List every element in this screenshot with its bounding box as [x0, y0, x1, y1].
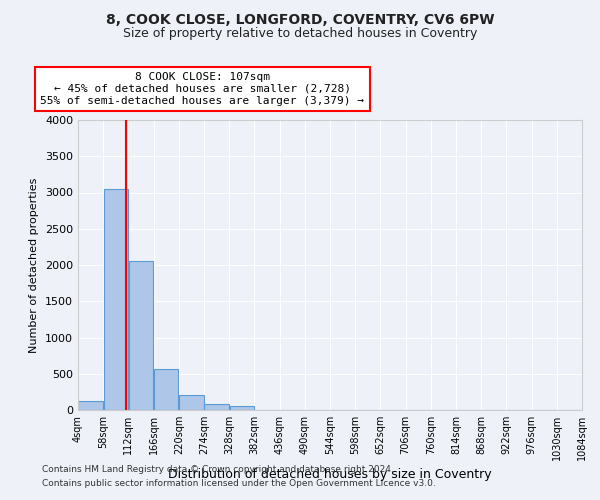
Text: 8 COOK CLOSE: 107sqm
← 45% of detached houses are smaller (2,728)
55% of semi-de: 8 COOK CLOSE: 107sqm ← 45% of detached h… [40, 72, 364, 106]
Text: Contains public sector information licensed under the Open Government Licence v3: Contains public sector information licen… [42, 479, 436, 488]
Text: 8, COOK CLOSE, LONGFORD, COVENTRY, CV6 6PW: 8, COOK CLOSE, LONGFORD, COVENTRY, CV6 6… [106, 12, 494, 26]
Text: Contains HM Land Registry data © Crown copyright and database right 2024.: Contains HM Land Registry data © Crown c… [42, 466, 394, 474]
Y-axis label: Number of detached properties: Number of detached properties [29, 178, 40, 352]
X-axis label: Distribution of detached houses by size in Coventry: Distribution of detached houses by size … [168, 468, 492, 481]
Bar [79, 400, 103, 410]
Bar [205, 404, 229, 410]
Bar [104, 189, 128, 410]
Bar [154, 370, 178, 410]
Bar [129, 260, 153, 410]
Bar [179, 395, 203, 410]
Bar [230, 406, 254, 410]
Text: Size of property relative to detached houses in Coventry: Size of property relative to detached ho… [123, 28, 477, 40]
